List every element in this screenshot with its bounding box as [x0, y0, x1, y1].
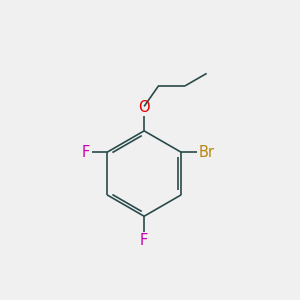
Text: F: F — [82, 145, 90, 160]
Text: Br: Br — [199, 145, 215, 160]
Text: F: F — [140, 233, 148, 248]
Text: O: O — [138, 100, 150, 115]
